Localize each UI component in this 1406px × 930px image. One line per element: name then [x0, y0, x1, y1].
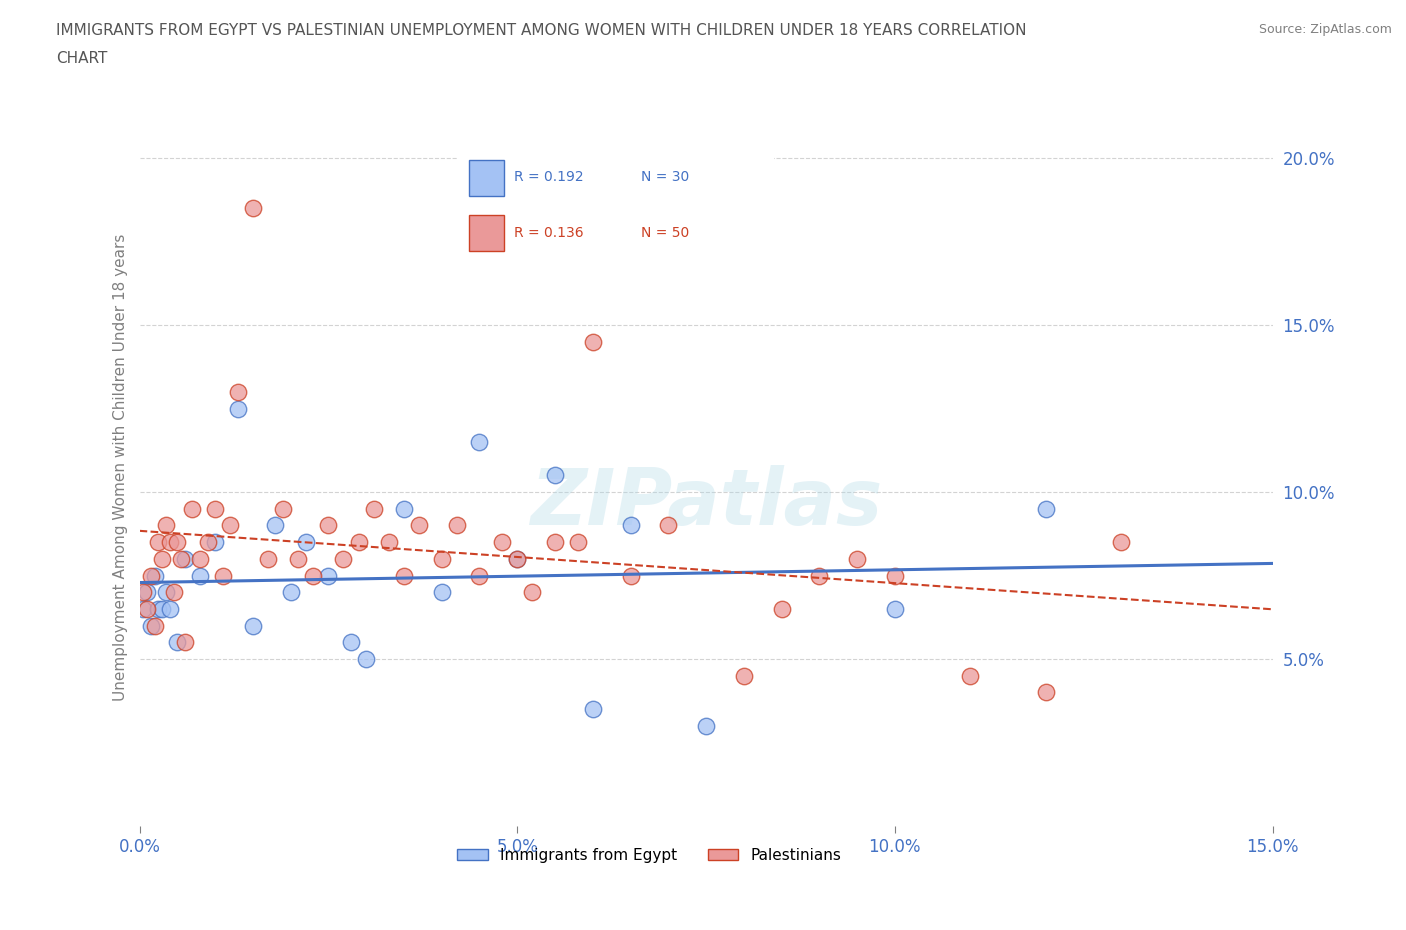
- Point: [582, 702, 605, 717]
- Point: [959, 669, 981, 684]
- Point: [695, 718, 717, 733]
- Point: [733, 669, 755, 684]
- Point: [150, 602, 173, 617]
- Point: [143, 568, 166, 583]
- Point: [808, 568, 831, 583]
- Point: [392, 501, 415, 516]
- Point: [155, 585, 177, 600]
- Point: [378, 535, 401, 550]
- Point: [354, 652, 377, 667]
- Point: [506, 551, 529, 566]
- Point: [430, 585, 453, 600]
- Point: [257, 551, 280, 566]
- Text: Source: ZipAtlas.com: Source: ZipAtlas.com: [1258, 23, 1392, 36]
- Point: [287, 551, 309, 566]
- Point: [506, 551, 529, 566]
- Point: [188, 551, 211, 566]
- Point: [468, 434, 491, 449]
- Point: [280, 585, 302, 600]
- Point: [264, 518, 287, 533]
- Point: [139, 618, 162, 633]
- Text: IMMIGRANTS FROM EGYPT VS PALESTINIAN UNEMPLOYMENT AMONG WOMEN WITH CHILDREN UNDE: IMMIGRANTS FROM EGYPT VS PALESTINIAN UNE…: [56, 23, 1026, 38]
- Point: [846, 551, 869, 566]
- Point: [132, 602, 155, 617]
- Point: [170, 551, 193, 566]
- Text: ZIPatlas: ZIPatlas: [530, 465, 882, 541]
- Point: [173, 551, 195, 566]
- Legend: Immigrants from Egypt, Palestinians: Immigrants from Egypt, Palestinians: [451, 842, 848, 869]
- Point: [143, 618, 166, 633]
- Point: [883, 602, 905, 617]
- Point: [318, 518, 340, 533]
- Point: [242, 618, 264, 633]
- Point: [1035, 685, 1057, 700]
- Point: [150, 551, 173, 566]
- Point: [226, 401, 249, 416]
- Point: [166, 535, 188, 550]
- Point: [883, 568, 905, 583]
- Point: [430, 551, 453, 566]
- Point: [544, 468, 567, 483]
- Point: [219, 518, 242, 533]
- Point: [619, 518, 641, 533]
- Point: [318, 568, 340, 583]
- Point: [139, 568, 162, 583]
- Point: [491, 535, 513, 550]
- Point: [544, 535, 567, 550]
- Point: [294, 535, 316, 550]
- Point: [446, 518, 468, 533]
- Point: [159, 602, 181, 617]
- Point: [619, 568, 641, 583]
- Point: [770, 602, 793, 617]
- Point: [148, 535, 170, 550]
- Point: [173, 635, 195, 650]
- Point: [468, 568, 491, 583]
- Point: [197, 535, 219, 550]
- Point: [204, 501, 226, 516]
- Point: [204, 535, 226, 550]
- Point: [166, 635, 188, 650]
- Point: [567, 535, 589, 550]
- Y-axis label: Unemployment Among Women with Children Under 18 years: Unemployment Among Women with Children U…: [114, 233, 128, 700]
- Point: [271, 501, 294, 516]
- Point: [211, 568, 233, 583]
- Point: [159, 535, 181, 550]
- Point: [162, 585, 184, 600]
- Point: [226, 384, 249, 399]
- Point: [242, 201, 264, 216]
- Point: [522, 585, 544, 600]
- Point: [136, 602, 159, 617]
- Point: [148, 602, 170, 617]
- Point: [302, 568, 325, 583]
- Point: [657, 518, 679, 533]
- Point: [340, 635, 363, 650]
- Point: [392, 568, 415, 583]
- Point: [188, 568, 211, 583]
- Point: [181, 501, 204, 516]
- Point: [347, 535, 370, 550]
- Point: [1111, 535, 1133, 550]
- Point: [1035, 501, 1057, 516]
- Point: [363, 501, 385, 516]
- Point: [155, 518, 177, 533]
- Point: [582, 334, 605, 349]
- Point: [332, 551, 354, 566]
- Point: [132, 585, 155, 600]
- Point: [408, 518, 430, 533]
- Text: CHART: CHART: [56, 51, 108, 66]
- Point: [136, 585, 159, 600]
